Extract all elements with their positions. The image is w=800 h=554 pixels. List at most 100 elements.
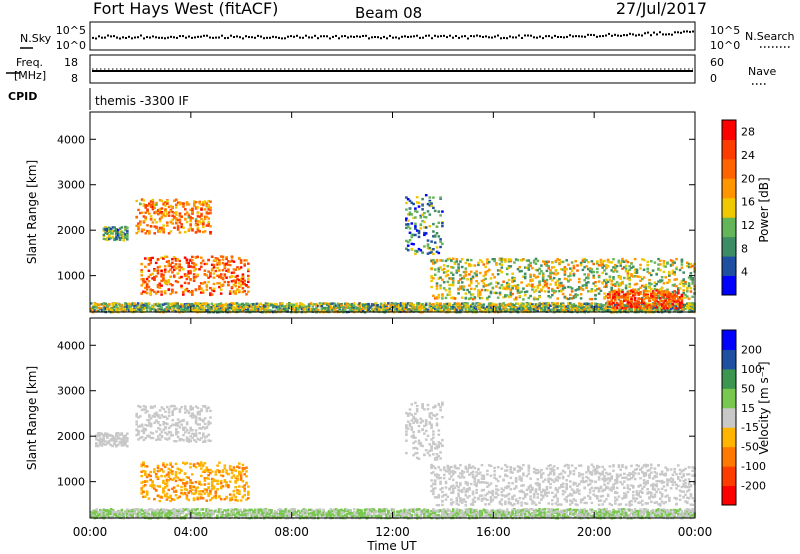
scatter-cell (621, 288, 624, 292)
scatter-cell (684, 282, 687, 286)
scatter-cell (487, 307, 491, 311)
scatter-cell (563, 286, 567, 289)
scatter-cell (477, 303, 480, 306)
scatter-cell (198, 200, 201, 204)
scatter-cell (419, 304, 423, 308)
scatter-cell (100, 308, 104, 312)
scatter-cell (243, 262, 246, 266)
scatter-cell (581, 288, 585, 291)
scatter-cell (181, 305, 185, 308)
noise-point (251, 36, 253, 39)
scatter-cell (154, 303, 158, 306)
scatter-cell (135, 420, 138, 423)
scatter-cell (475, 279, 478, 283)
scatter-cell (430, 240, 433, 243)
scatter-cell (495, 281, 498, 284)
scatter-cell (171, 214, 174, 217)
scatter-cell (619, 302, 622, 305)
scatter-cell (191, 229, 194, 232)
scatter-cell (200, 282, 203, 285)
scatter-cell (223, 307, 226, 310)
scatter-cell (192, 276, 196, 279)
scatter-cell (171, 310, 174, 313)
noise-point (620, 34, 622, 37)
scatter-cell (189, 305, 192, 308)
scatter-cell (469, 305, 473, 308)
scatter-cell (169, 209, 173, 213)
scatter-cell (630, 297, 633, 301)
scatter-cell (414, 225, 417, 228)
scatter-cell (624, 298, 628, 301)
scatter-cell (480, 305, 484, 308)
noise-point (362, 35, 364, 37)
scatter-cell (151, 414, 155, 418)
noise-point (599, 35, 601, 38)
scatter-cell (659, 291, 662, 294)
scatter-cell (183, 288, 187, 292)
station-title: Fort Hays West (fitACF) (93, 0, 278, 18)
scatter-cell (569, 297, 572, 300)
scatter-cell (239, 308, 242, 312)
scatter-cell (639, 307, 642, 310)
scatter-cell (444, 270, 448, 274)
scatter-cell (189, 278, 192, 281)
scatter-cell (433, 310, 437, 313)
scatter-cell (120, 305, 124, 308)
scatter-cell (435, 284, 439, 288)
scatter-cell (137, 430, 140, 433)
scatter-cell (639, 305, 642, 308)
scatter-cell (469, 309, 473, 312)
scatter-cell (653, 281, 657, 284)
scatter-cell (293, 305, 297, 309)
scatter-cell (491, 273, 495, 276)
scatter-cell (459, 260, 462, 263)
scatter-cell (164, 210, 167, 213)
scatter-cell (196, 212, 200, 215)
scatter-cell (610, 291, 613, 294)
noise-point (383, 35, 385, 38)
scatter-cell (196, 206, 200, 209)
scatter-cell (166, 201, 169, 205)
scatter-cell (184, 217, 187, 221)
scatter-cell (164, 204, 167, 207)
scatter-cell (541, 260, 545, 263)
scatter-cell (189, 405, 192, 408)
scatter-cell (300, 308, 304, 311)
scatter-cell (426, 252, 430, 255)
scatter-cell (619, 295, 622, 298)
scatter-cell (590, 308, 594, 311)
scatter-cell (570, 269, 574, 272)
scatter-cell (630, 262, 633, 265)
scatter-cell (594, 294, 597, 297)
scatter-cell (430, 305, 433, 308)
scatter-cell (579, 286, 583, 290)
scatter-cell (122, 233, 125, 236)
scatter-cell (153, 276, 156, 279)
scatter-cell (194, 275, 198, 279)
scatter-cell (441, 278, 444, 281)
scatter-cell (579, 306, 583, 309)
scatter-cell (608, 278, 612, 281)
scatter-cell (167, 232, 171, 235)
scatter-cell (100, 441, 104, 444)
scatter-cell (457, 267, 460, 270)
noise-point (491, 36, 493, 39)
scatter-cell (175, 422, 178, 425)
scatter-cell (297, 306, 300, 309)
scatter-cell (415, 196, 419, 199)
scatter-cell (583, 259, 586, 262)
scatter-cell (569, 302, 572, 305)
scatter-cell (207, 217, 210, 220)
scatter-cell (148, 418, 151, 422)
scatter-cell (318, 304, 322, 307)
scatter-cell (343, 304, 347, 307)
scatter-cell (565, 310, 568, 313)
scatter-cell (243, 305, 246, 308)
scatter-cell (406, 249, 410, 252)
scatter-cell (614, 282, 617, 286)
scatter-cell (187, 282, 190, 285)
scatter-cell (145, 283, 149, 286)
scatter-cell (277, 305, 280, 308)
scatter-cell (673, 271, 676, 274)
scatter-cell (606, 305, 610, 308)
